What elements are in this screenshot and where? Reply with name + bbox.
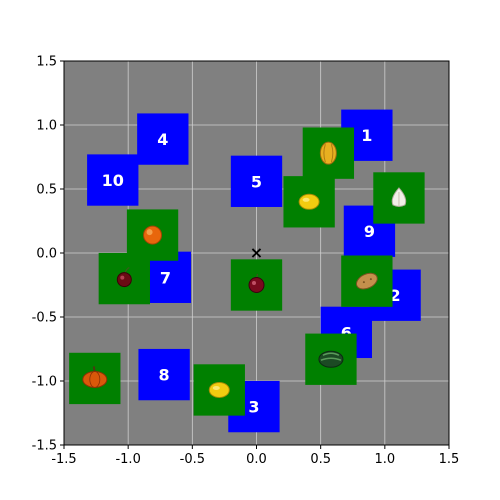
target-label: 4 xyxy=(157,130,168,149)
tick-label-y: -1.5 xyxy=(32,439,57,454)
garlic-icon xyxy=(391,187,407,207)
orange-icon xyxy=(143,225,163,245)
tick-label-x: 1.0 xyxy=(374,452,395,467)
target-label: 3 xyxy=(248,398,259,417)
target-label: 2 xyxy=(390,286,401,305)
target-label: 7 xyxy=(160,268,171,287)
target-label: 9 xyxy=(364,222,375,241)
tick-label-x: -1.0 xyxy=(115,452,140,467)
axes: -1.5 -1.0 -0.5 0.0 0.5 1.0 1.5 -1.5 -1.0 -0.5 0.0 0… xyxy=(32,55,460,468)
target-zone-10: 10 xyxy=(87,154,139,206)
lemon-object[interactable] xyxy=(193,364,245,416)
pumpkin-object[interactable] xyxy=(69,352,121,405)
target-zone-8: 8 xyxy=(138,348,190,401)
tick-label-y: 0.0 xyxy=(36,247,57,262)
target-label: 8 xyxy=(159,366,170,385)
tick-label-x: 0.5 xyxy=(310,452,331,467)
potato-icon xyxy=(355,272,378,290)
watermelon-icon xyxy=(318,350,344,368)
tick-label-y: 0.5 xyxy=(36,183,57,198)
target-label: 10 xyxy=(102,171,124,190)
target-square xyxy=(230,155,283,207)
tick-label-x: 1.5 xyxy=(439,452,460,467)
tick-label-x: -0.5 xyxy=(180,452,205,467)
garlic-object[interactable] xyxy=(373,172,425,224)
target-zone-4: 4 xyxy=(137,113,189,165)
marker-layer: × xyxy=(250,243,263,262)
lemon-icon xyxy=(208,381,230,398)
tick-label-x: -1.5 xyxy=(51,452,76,467)
cherry-icon xyxy=(116,267,132,288)
orange-object[interactable] xyxy=(126,209,179,261)
target-square xyxy=(87,154,139,206)
banana-icon xyxy=(319,141,337,165)
target-label: 6 xyxy=(341,323,352,342)
target-zone-5: 5 xyxy=(230,155,283,207)
target-square xyxy=(138,348,190,401)
tick-label-y: 1.0 xyxy=(36,119,57,134)
banana-object[interactable] xyxy=(302,127,355,179)
watermelon-object[interactable] xyxy=(305,333,357,385)
cherry-object[interactable] xyxy=(98,252,150,305)
origin-marker: × xyxy=(250,243,263,262)
pumpkin-icon xyxy=(82,366,108,388)
object-layer xyxy=(69,127,425,416)
lemon-object[interactable] xyxy=(283,176,335,228)
target-square xyxy=(137,113,189,165)
target-label: 5 xyxy=(251,172,262,191)
plum-icon xyxy=(248,273,265,293)
lemon-icon xyxy=(298,193,320,210)
tick-label-y: -0.5 xyxy=(32,311,57,326)
potato-object[interactable] xyxy=(341,255,393,307)
tick-label-y: -1.0 xyxy=(32,375,57,390)
plum-object[interactable] xyxy=(230,259,283,311)
target-label: 1 xyxy=(361,126,372,145)
tick-label-y: 1.5 xyxy=(36,55,57,70)
tick-label-x: 0.0 xyxy=(246,452,267,467)
